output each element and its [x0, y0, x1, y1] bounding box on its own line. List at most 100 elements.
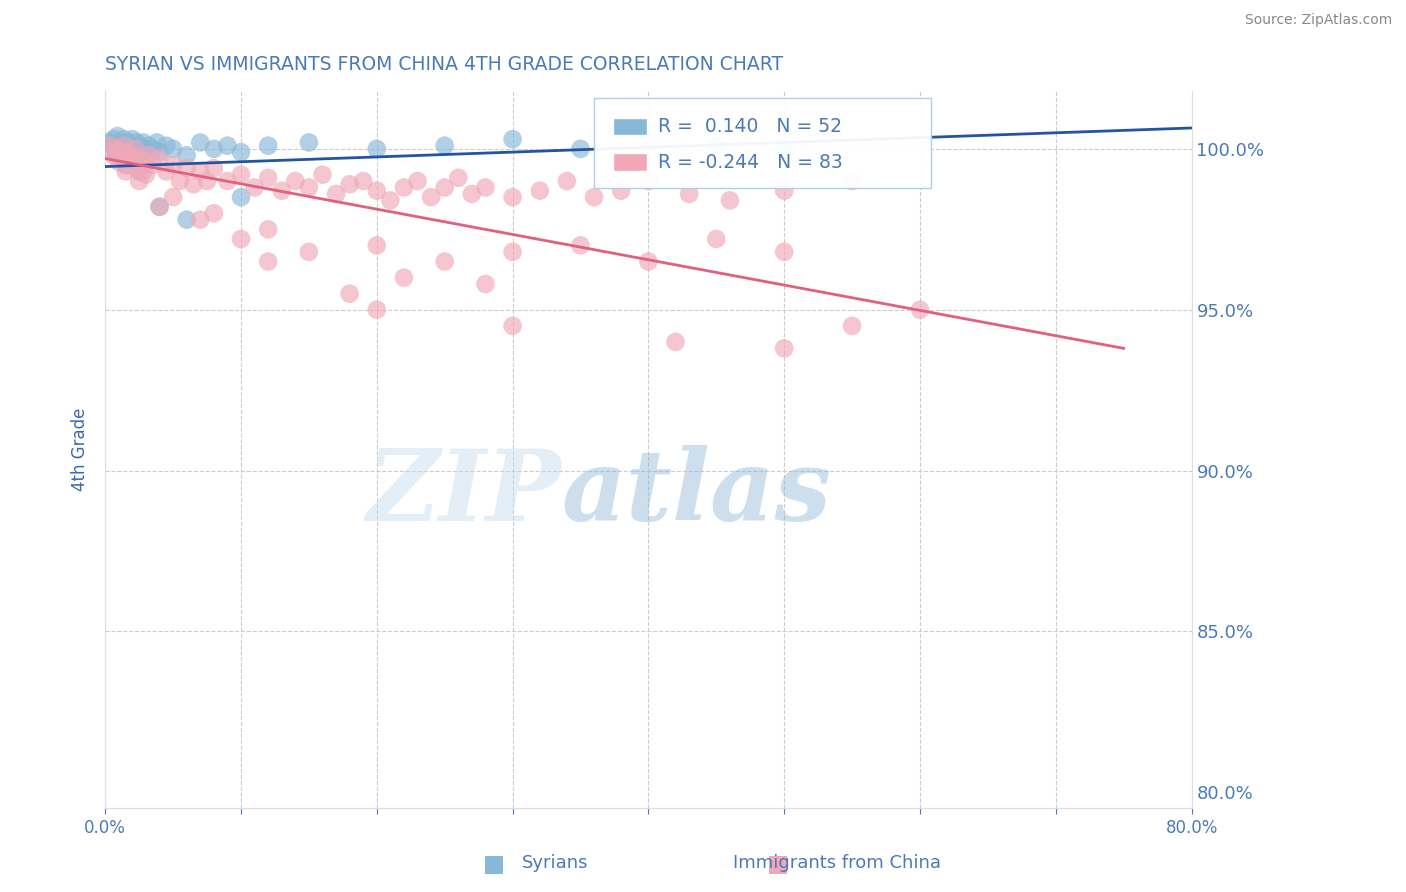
Point: [773, 184, 796, 198]
Point: [148, 200, 170, 214]
Point: [433, 138, 456, 153]
Point: [583, 190, 606, 204]
Point: [131, 145, 153, 160]
Point: [110, 138, 132, 153]
Point: [188, 164, 211, 178]
Point: [121, 132, 143, 146]
Point: [121, 158, 143, 172]
FancyBboxPatch shape: [595, 98, 931, 188]
Point: [117, 136, 139, 150]
Point: [128, 164, 150, 178]
Point: [433, 180, 456, 194]
Point: [138, 138, 160, 153]
Point: [610, 184, 633, 198]
Text: Source: ZipAtlas.com: Source: ZipAtlas.com: [1244, 13, 1392, 28]
Point: [841, 174, 863, 188]
Point: [325, 186, 347, 201]
Text: R =  0.140   N = 52: R = 0.140 N = 52: [658, 117, 842, 136]
Point: [257, 138, 280, 153]
Point: [107, 136, 129, 150]
Point: [107, 128, 129, 143]
Point: [841, 318, 863, 333]
Point: [104, 138, 127, 153]
Point: [678, 186, 700, 201]
Point: [176, 148, 198, 162]
Text: SYRIAN VS IMMIGRANTS FROM CHINA 4TH GRADE CORRELATION CHART: SYRIAN VS IMMIGRANTS FROM CHINA 4TH GRAD…: [105, 55, 783, 74]
Point: [105, 142, 128, 156]
Point: [162, 142, 184, 156]
Point: [461, 186, 484, 201]
Point: [298, 136, 321, 150]
Point: [129, 152, 152, 166]
Point: [132, 164, 155, 178]
Point: [339, 286, 361, 301]
Point: [298, 180, 321, 194]
FancyBboxPatch shape: [613, 118, 647, 136]
Point: [637, 136, 659, 150]
Point: [217, 138, 239, 153]
Point: [135, 148, 157, 162]
Point: [162, 158, 184, 172]
Point: [188, 136, 211, 150]
Point: [110, 145, 132, 160]
Point: [433, 254, 456, 268]
Point: [124, 148, 146, 162]
Point: [704, 232, 727, 246]
Point: [127, 161, 149, 176]
Point: [114, 158, 136, 172]
Point: [121, 152, 143, 166]
Point: [115, 158, 138, 172]
Point: [406, 174, 429, 188]
Point: [202, 142, 225, 156]
Point: [132, 136, 155, 150]
Point: [773, 244, 796, 259]
Point: [195, 174, 218, 188]
Point: [155, 164, 177, 178]
Point: [111, 152, 134, 166]
Point: [135, 154, 157, 169]
Point: [176, 212, 198, 227]
Point: [229, 232, 252, 246]
Point: [120, 145, 142, 160]
Point: [257, 222, 280, 236]
Point: [107, 154, 129, 169]
Point: [284, 174, 307, 188]
FancyBboxPatch shape: [613, 153, 647, 171]
Text: atlas: atlas: [561, 444, 831, 541]
Point: [569, 238, 592, 252]
Point: [108, 148, 131, 162]
Point: [270, 184, 292, 198]
Point: [243, 180, 266, 194]
Point: [103, 148, 125, 162]
Point: [138, 148, 160, 162]
Point: [637, 174, 659, 188]
Point: [311, 168, 333, 182]
Point: [146, 136, 169, 150]
Point: [380, 194, 402, 208]
Point: [502, 190, 524, 204]
Point: [162, 190, 184, 204]
Y-axis label: 4th Grade: 4th Grade: [72, 408, 89, 491]
Point: [148, 200, 170, 214]
Point: [229, 145, 252, 160]
Point: [112, 138, 135, 153]
Point: [637, 254, 659, 268]
Point: [202, 206, 225, 220]
Point: [169, 174, 191, 188]
Point: [105, 145, 128, 160]
Point: [773, 142, 796, 156]
Point: [124, 142, 146, 156]
Point: [176, 161, 198, 176]
Point: [98, 136, 121, 150]
Text: ZIP: ZIP: [367, 444, 561, 541]
Point: [569, 142, 592, 156]
Point: [142, 142, 165, 156]
Point: [202, 161, 225, 176]
Point: [100, 138, 122, 153]
Point: [128, 152, 150, 166]
Point: [129, 138, 152, 153]
Point: [474, 180, 496, 194]
Point: [502, 132, 524, 146]
Point: [704, 138, 727, 153]
Point: [420, 190, 443, 204]
